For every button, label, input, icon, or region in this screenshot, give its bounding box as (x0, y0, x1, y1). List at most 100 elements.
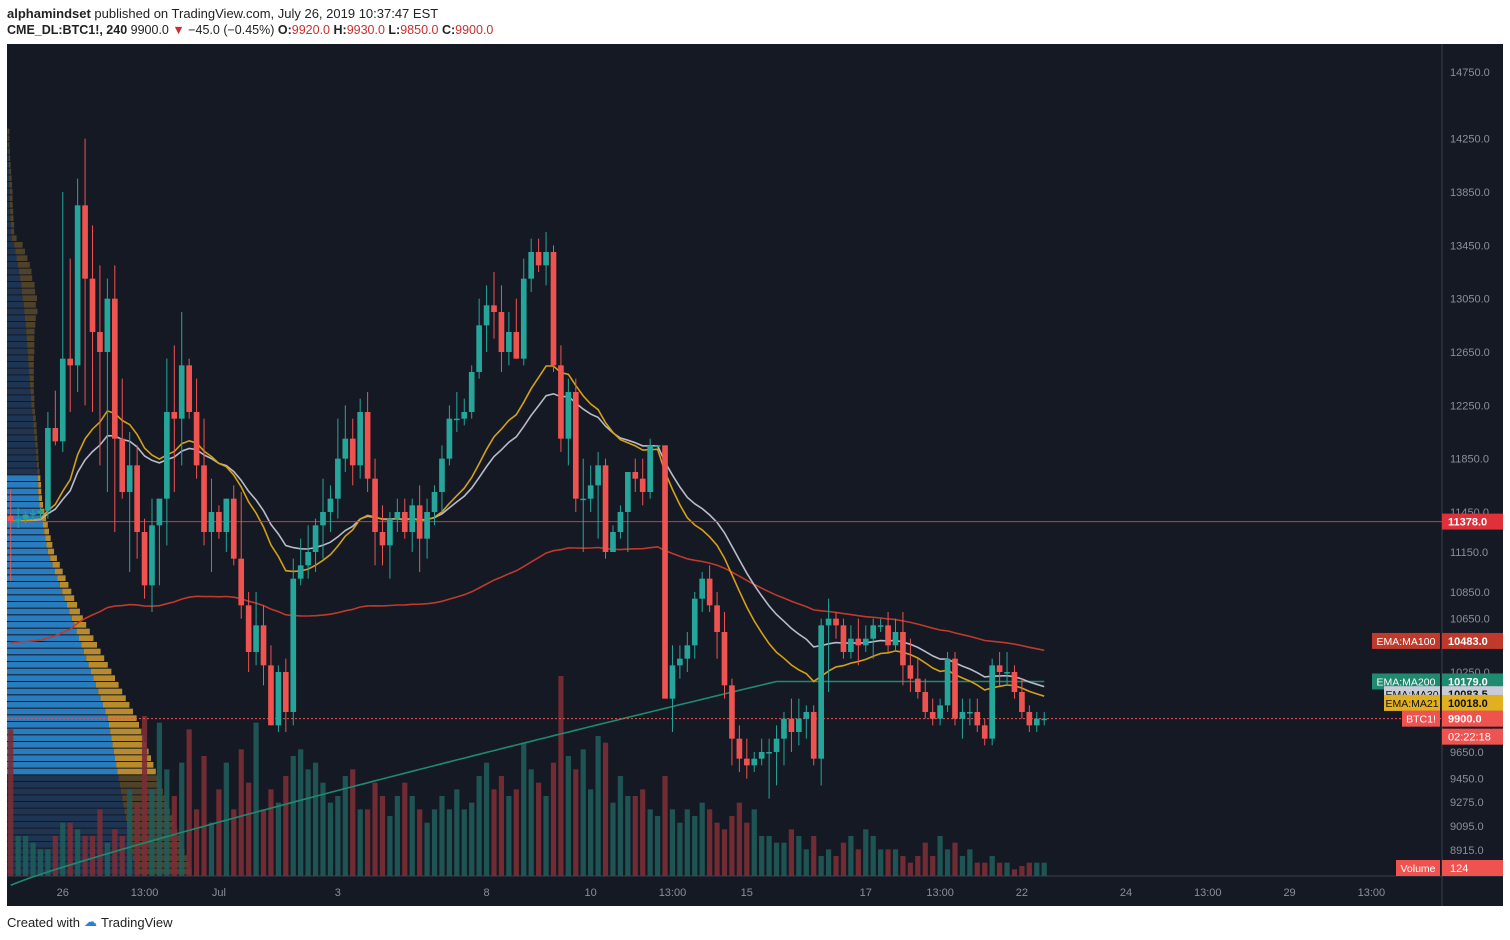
volume-bar (156, 722, 163, 876)
vp-up-bar (7, 762, 117, 768)
volume-bar (588, 789, 594, 876)
vp-down-bar (64, 595, 75, 601)
vp-down-bar (113, 748, 149, 755)
vp-down-bar (20, 275, 33, 281)
time-tick-label: 26 (57, 887, 69, 899)
volume-bar (335, 796, 341, 876)
candle-body (788, 718, 795, 732)
vp-down-bar (103, 702, 130, 708)
vp-down-bar (31, 395, 35, 401)
ema200-line (10, 680, 1045, 887)
ema100-tag: EMA:MA100 10483.0 (1372, 632, 1503, 649)
vp-up-bar (7, 375, 30, 381)
candle-body (156, 498, 163, 526)
time-axis-background (7, 876, 1503, 906)
ema100-tag-bg (1442, 632, 1503, 649)
vp-down-bar (31, 402, 35, 408)
vp-down-bar (117, 768, 156, 775)
btc-price-tag-prefix: BTC1! (1406, 714, 1436, 726)
time-tick-label: 13:00 (131, 887, 159, 899)
candle-body (736, 738, 743, 759)
vp-up-bar (7, 368, 30, 375)
candle-body (416, 505, 423, 539)
candle-body (989, 665, 995, 739)
candle-body (721, 632, 728, 686)
volume-bar (796, 836, 802, 876)
volume-bar (565, 756, 571, 876)
time-tick-label: 22 (1016, 887, 1028, 899)
candle-body (572, 392, 579, 499)
price-tick-label: 13050.0 (1450, 294, 1490, 306)
vp-up-bar (7, 662, 89, 668)
volume-bar (640, 789, 646, 876)
volume-bar (997, 862, 1003, 876)
symbol-name[interactable]: CME_DL:BTC1!, 240 (7, 23, 128, 37)
volume-bar (766, 836, 772, 876)
tradingview-brand[interactable]: TradingView (100, 914, 173, 930)
ema100-tag-value: 10483.0 (1448, 636, 1488, 648)
candle-body (1026, 712, 1033, 726)
ema21-tag-value: 10018.0 (1448, 698, 1488, 710)
price-tick-label: 10850.0 (1450, 587, 1490, 599)
vp-down-bar (9, 188, 13, 195)
candle-body (379, 532, 386, 546)
price-tick-label: 11150.0 (1450, 547, 1488, 559)
vp-up-bar (7, 688, 99, 695)
vp-up-bar (7, 342, 28, 348)
time-tick-label: Jul (212, 887, 226, 899)
candle-body (335, 458, 341, 499)
volume-bar (134, 802, 140, 876)
vp-down-bar (34, 435, 38, 441)
candle-body (253, 625, 259, 652)
volume-bar (491, 789, 497, 876)
vp-down-bar (10, 208, 14, 215)
vp-up-bar (7, 295, 23, 301)
author-name[interactable]: alphamindset (7, 6, 91, 21)
candle-body (193, 412, 200, 466)
time-tick-label: 17 (860, 887, 872, 899)
price-chart[interactable]: 14750.0 14250.0 13850.0 13450.0 13050.0 12650… (7, 44, 1503, 906)
volume-bar (692, 816, 698, 876)
candle-body (810, 712, 817, 759)
volume-bar (268, 789, 274, 876)
vp-up-bar (7, 328, 27, 335)
vp-down-bar (19, 268, 32, 275)
candle-body (981, 725, 988, 739)
vp-down-bar (38, 495, 43, 501)
candle-body (149, 525, 155, 586)
vp-up-bar (7, 275, 21, 281)
time-tick-label: 29 (1283, 887, 1295, 899)
vp-down-bar (112, 742, 147, 748)
candle-body (662, 445, 668, 699)
price-tick-label: 9095.0 (1450, 821, 1484, 833)
vp-up-bar (7, 348, 28, 355)
price-change: −45.0 (−0.45%) (188, 23, 275, 37)
vp-down-bar (130, 842, 183, 848)
volume-bar (580, 749, 586, 876)
volume-bar (543, 796, 549, 876)
vp-up-bar (7, 535, 46, 541)
vp-up-bar (7, 555, 51, 561)
candle-body (996, 665, 1003, 672)
candle-body (892, 632, 899, 646)
volume-bar (22, 836, 29, 876)
vp-down-bar (37, 475, 41, 481)
candle-body (558, 365, 564, 439)
volume-bar (684, 809, 690, 876)
vp-up-bar (7, 262, 18, 268)
last-price: 9900.0 (130, 23, 169, 37)
candle-body (297, 565, 304, 579)
volume-bar (840, 842, 847, 876)
vp-up-bar (7, 755, 115, 761)
ema200-tag-value: 10179.0 (1448, 676, 1488, 688)
candle-body (617, 512, 624, 532)
vp-down-bar (30, 388, 34, 395)
candle-body (230, 498, 237, 559)
candle-body (260, 625, 267, 666)
vp-down-bar (47, 548, 55, 555)
volume-tag-value: 124 (1450, 863, 1468, 875)
vp-down-bar (23, 302, 36, 308)
volume-bar (454, 789, 460, 876)
volume-bar (974, 862, 980, 876)
candle-body (885, 625, 891, 646)
